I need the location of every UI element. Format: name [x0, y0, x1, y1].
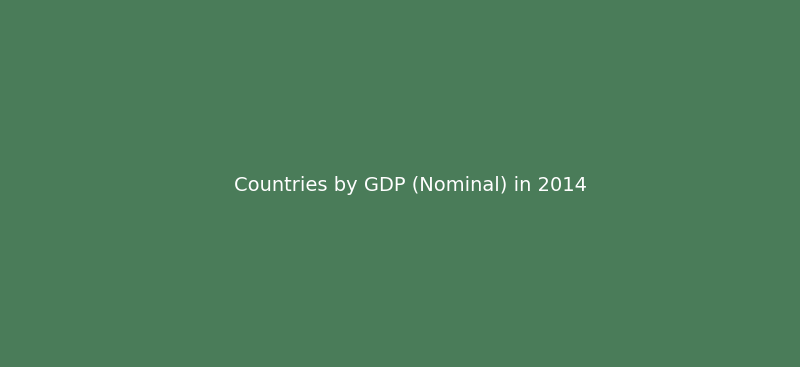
Text: Countries by GDP (Nominal) in 2014: Countries by GDP (Nominal) in 2014 — [234, 176, 586, 195]
